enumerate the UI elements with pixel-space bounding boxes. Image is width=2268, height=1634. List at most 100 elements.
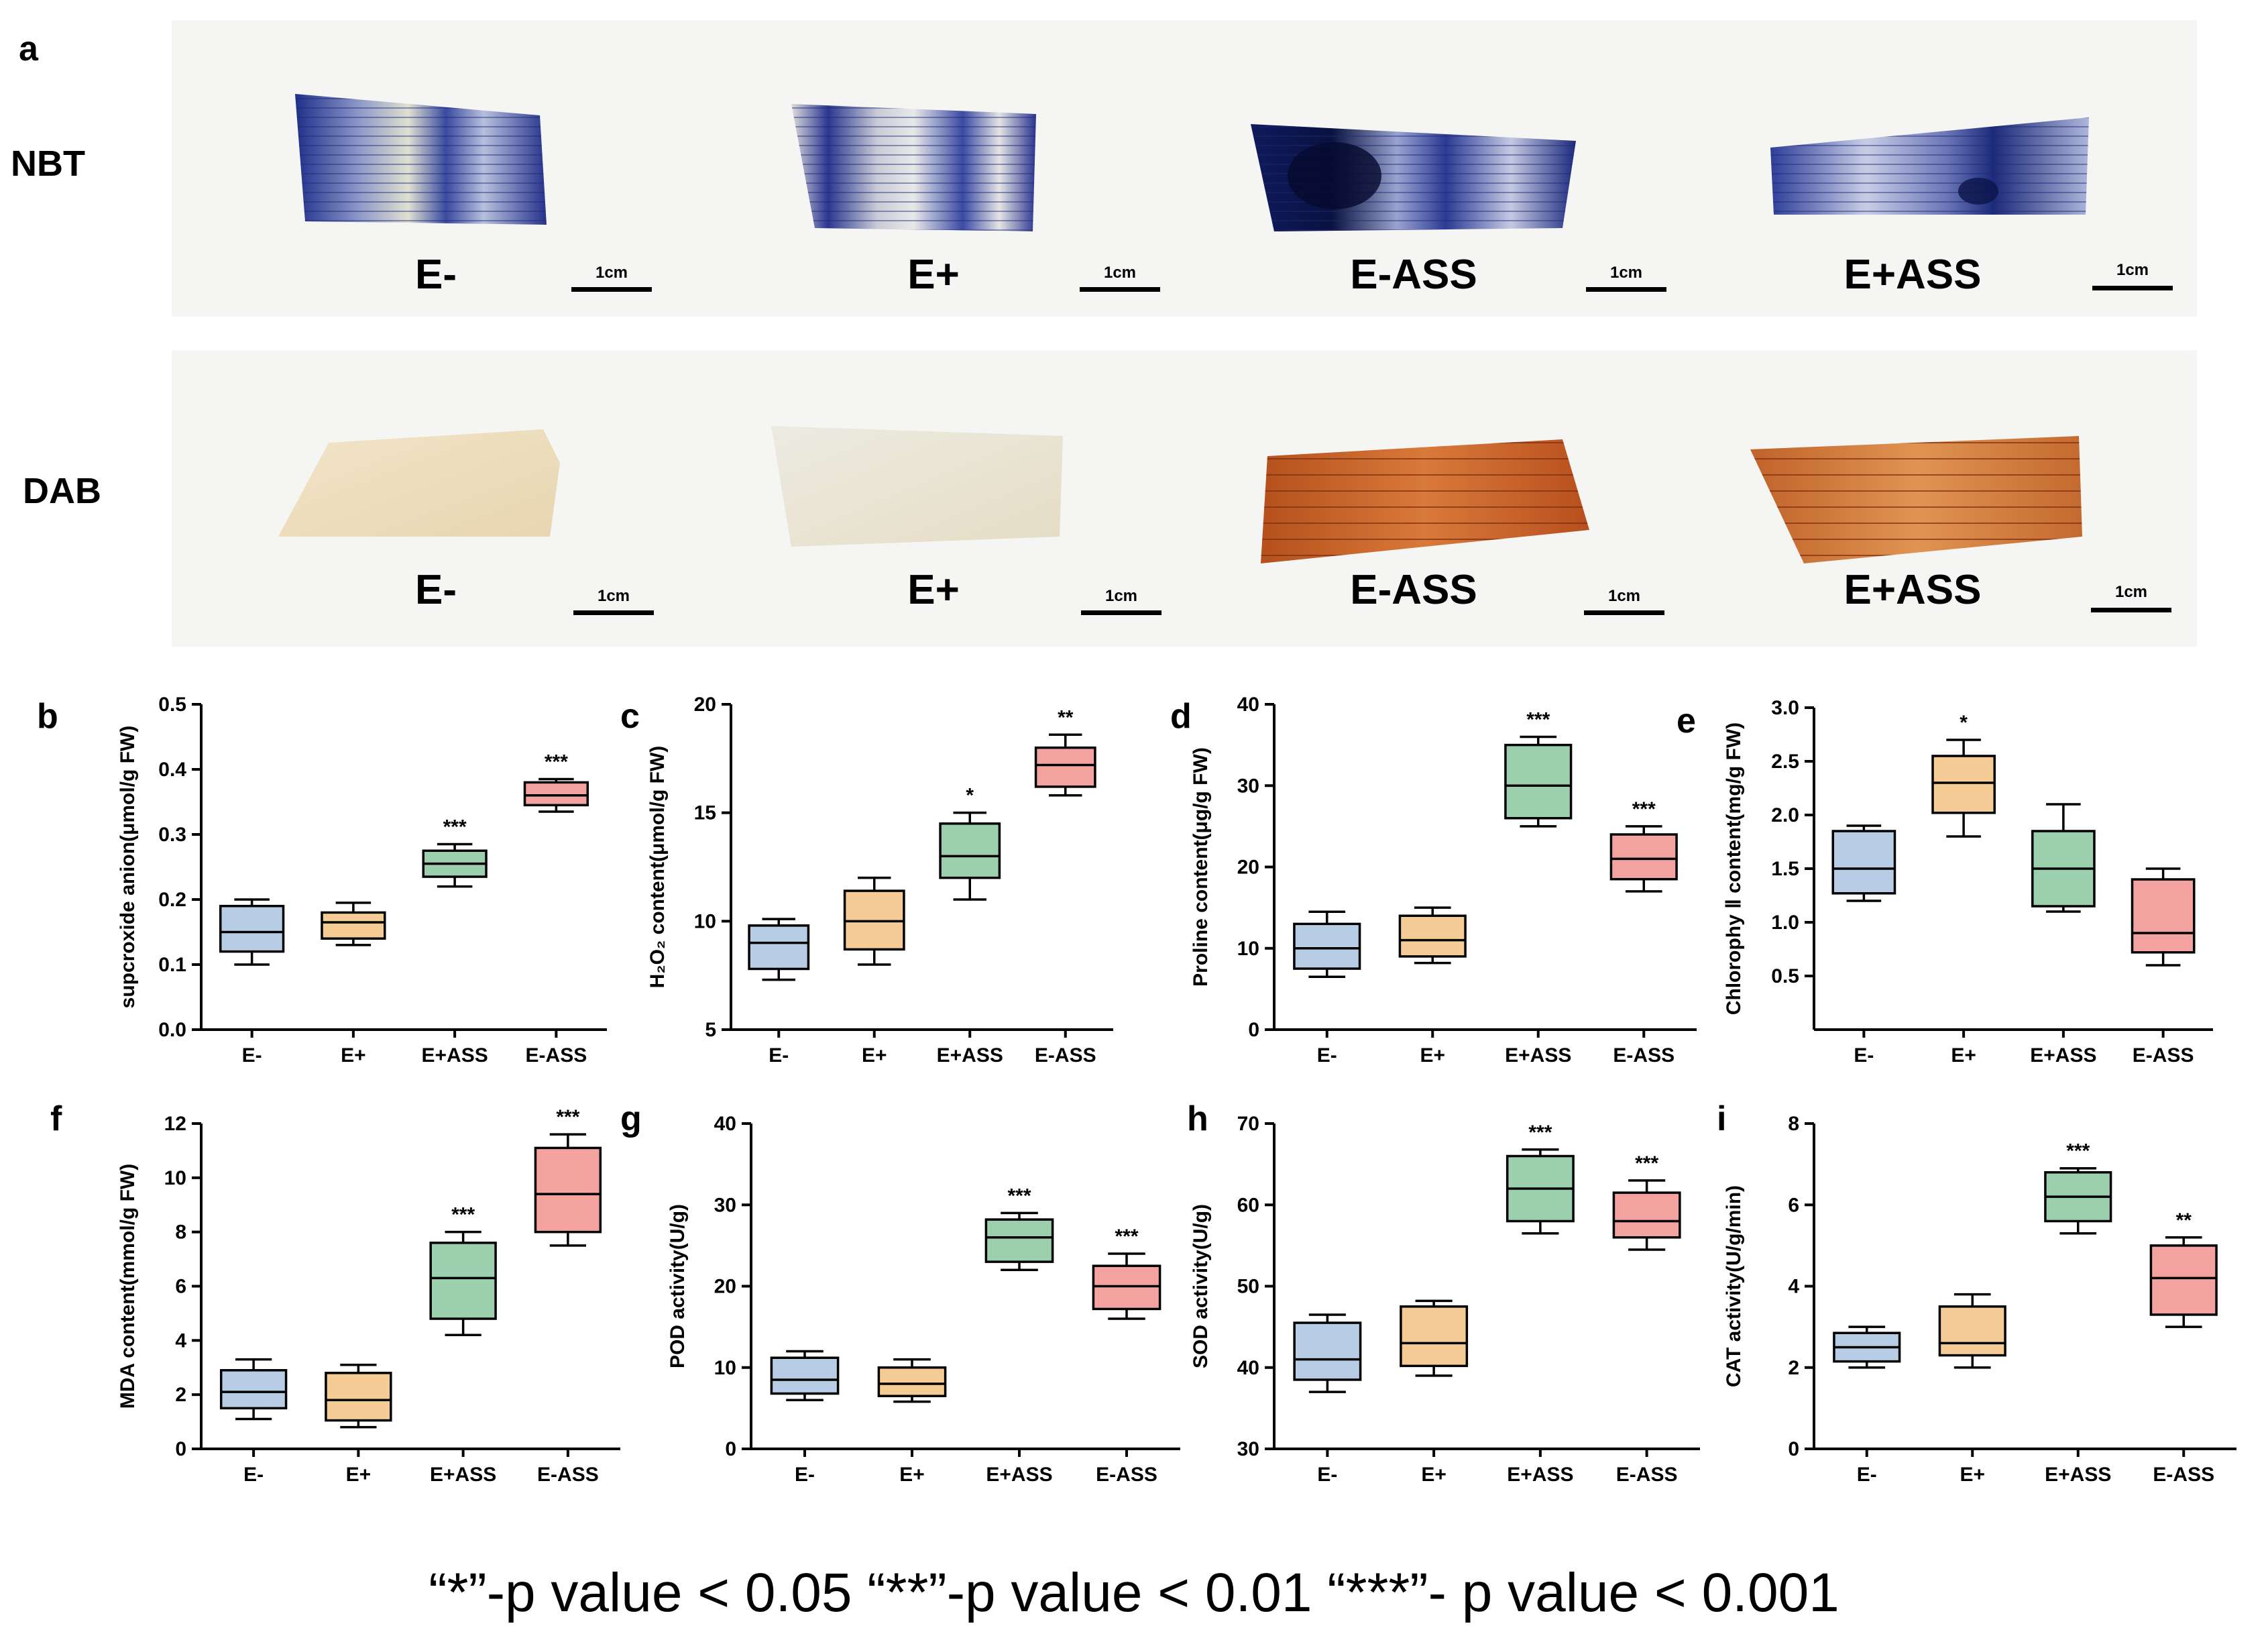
- panel-letter-d: d: [1170, 697, 1192, 736]
- dab-scale-bar-3: 1cm: [1584, 587, 1664, 615]
- significance-marker: ***: [545, 751, 568, 773]
- y-tick-label: 12: [164, 1113, 186, 1135]
- y-tick-label: 10: [694, 910, 716, 932]
- box-E-: [1831, 824, 1896, 902]
- y-tick-label: 0.2: [158, 889, 186, 911]
- box-plot-d: d 0 10 20 30 40 Proline content(μg/g FW) E- E+ **…: [1170, 694, 1697, 1067]
- x-tick-label: E+ASS: [422, 1044, 488, 1067]
- panel-letter-c: c: [620, 697, 640, 736]
- y-tick-label: 0: [1788, 1438, 1799, 1460]
- iqr-box: [1831, 830, 1896, 895]
- y-tick-label: 6: [1788, 1194, 1799, 1216]
- y-tick-label: 10: [714, 1357, 736, 1379]
- x-tick-label: E+ASS: [986, 1464, 1052, 1486]
- scale-bar-label: 1cm: [596, 264, 628, 282]
- x-tick-label: E+: [862, 1044, 887, 1067]
- box-plot-b: b 0.0 0.1 0.2 0.3 0.4 0.5 supcroxide anion(μmol…: [37, 694, 607, 1067]
- iqr-box: [219, 904, 285, 953]
- iqr-box: [1612, 1191, 1681, 1239]
- y-axis-label: SOD activity(U/g): [1190, 1204, 1212, 1368]
- y-tick-label: 2.0: [1771, 804, 1799, 826]
- scale-bar-label: 1cm: [598, 587, 630, 605]
- y-tick-label: 20: [1237, 857, 1259, 879]
- iqr-box: [1398, 914, 1467, 958]
- y-tick-label: 0.5: [158, 694, 186, 716]
- iqr-box: [1938, 1305, 2006, 1357]
- iqr-box: [1092, 1264, 1161, 1311]
- iqr-box: [325, 1372, 392, 1422]
- significance-marker: ***: [1115, 1226, 1138, 1248]
- significance-marker: ***: [1526, 709, 1550, 731]
- box-E+ASS: ***: [422, 816, 488, 888]
- panel-letter-b: b: [37, 697, 58, 736]
- x-tick-label: E+ASS: [937, 1044, 1003, 1067]
- box-E+: [1400, 1299, 1469, 1377]
- box-E+: [1938, 1293, 2006, 1369]
- iqr-box: [1400, 1305, 1469, 1368]
- y-tick-label: 2: [1788, 1357, 1799, 1379]
- x-tick-label: E+: [1960, 1464, 1985, 1486]
- significance-marker: ***: [451, 1204, 475, 1226]
- x-tick-label: E-ASS: [2133, 1044, 2194, 1067]
- x-tick-label: E-: [242, 1044, 262, 1067]
- significance-marker: ***: [1632, 798, 1656, 820]
- x-tick-label: E-ASS: [1035, 1044, 1096, 1067]
- nbt-label-1: E-: [415, 252, 457, 298]
- dab-leaf-e-plus-ass: [1750, 436, 2082, 563]
- x-tick-label: E-ASS: [1096, 1464, 1157, 1486]
- scale-bar-label: 1cm: [1105, 587, 1137, 605]
- box-plot-g: g 0 10 20 30 40 POD activity(U/g) E- E+ *** E+ASS *…: [620, 1099, 1180, 1486]
- iqr-box: [321, 911, 386, 940]
- x-tick-label: E-: [769, 1044, 789, 1067]
- y-axis-label: H₂O₂ content(μmol/g FW): [646, 746, 669, 989]
- box-plot-c: c 5 10 15 20 H₂O₂ content(μmol/g FW) E- E+ * E+AS…: [620, 694, 1113, 1067]
- y-tick-label: 70: [1237, 1113, 1259, 1135]
- box-E+ASS: ***: [2044, 1140, 2112, 1235]
- y-axis-label: MDA content(mmol/g FW): [117, 1164, 139, 1409]
- x-tick-label: E-ASS: [1613, 1044, 1675, 1067]
- scale-bar-label: 1cm: [2116, 261, 2149, 279]
- iqr-box: [1034, 746, 1096, 788]
- iqr-box: [748, 924, 810, 971]
- y-tick-label: 8: [175, 1221, 186, 1244]
- y-axis-label: supcroxide anion(μmol/g FW): [117, 726, 139, 1009]
- iqr-box: [939, 822, 1001, 879]
- x-tick-label: E+: [1421, 1464, 1447, 1486]
- panel-letter-g: g: [620, 1099, 642, 1138]
- y-tick-label: 1.5: [1771, 858, 1799, 880]
- nbt-scale-bar-2: 1cm: [1080, 264, 1160, 292]
- y-tick-label: 8: [1788, 1113, 1799, 1135]
- box-plot-panels: b 0.0 0.1 0.2 0.3 0.4 0.5 supcroxide anion(μmol…: [37, 694, 2236, 1486]
- nbt-label-4: E+ASS: [1844, 252, 1981, 298]
- nbt-label-3: E-ASS: [1350, 252, 1477, 298]
- significance-marker: **: [1058, 706, 1074, 728]
- dab-scale-bar-2: 1cm: [1081, 587, 1161, 615]
- x-tick-label: E+ASS: [1505, 1044, 1571, 1067]
- y-tick-label: 5: [705, 1019, 716, 1041]
- x-tick-label: E+ASS: [2030, 1044, 2096, 1067]
- iqr-box: [429, 1242, 497, 1320]
- box-plot-h: h 30 40 50 60 70 SOD activity(U/g) E- E+ *** E+ASS…: [1187, 1099, 1700, 1486]
- iqr-box: [523, 781, 589, 807]
- x-tick-label: E-: [1317, 1044, 1337, 1067]
- box-E-: [219, 898, 285, 966]
- y-tick-label: 0: [725, 1438, 736, 1460]
- box-E-ASS: **: [1034, 706, 1096, 797]
- box-plot-i: i 0 2 4 6 8 CAT activity(U/g/min) E- E+ *** E+ASS *…: [1717, 1099, 2236, 1486]
- iqr-box: [1293, 922, 1361, 970]
- scale-bar-label: 1cm: [1104, 264, 1136, 282]
- box-E+: [843, 876, 905, 966]
- y-axis-label: Proline content(μg/g FW): [1190, 747, 1212, 987]
- y-tick-label: 30: [1237, 775, 1259, 797]
- x-tick-label: E-: [795, 1464, 815, 1486]
- box-E-ASS: ***: [534, 1106, 602, 1247]
- box-plot-e: e 0.5 1.0 1.5 2.0 2.5 3.0 Chlorophy Ⅱ content(m…: [1677, 697, 2213, 1067]
- y-tick-label: 1.0: [1771, 912, 1799, 934]
- nbt-leaf-e-minus: [295, 94, 547, 225]
- nbt-scale-bar-3: 1cm: [1586, 264, 1666, 292]
- iqr-box: [1293, 1321, 1362, 1381]
- x-tick-label: E+: [1951, 1044, 1976, 1067]
- panel-letter-f: f: [50, 1099, 62, 1138]
- significance-marker: **: [2176, 1209, 2192, 1232]
